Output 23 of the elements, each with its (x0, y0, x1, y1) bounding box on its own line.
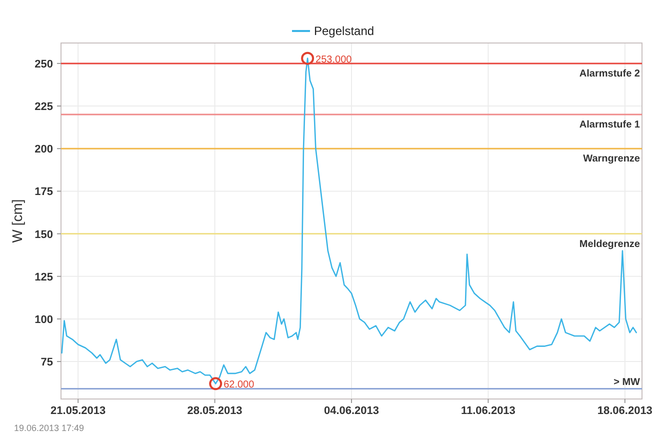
legend-label: Pegelstand (314, 24, 374, 38)
ref-line-label: Alarmstufe 2 (579, 68, 640, 80)
ref-line-label: Meldegrenze (579, 238, 640, 250)
y-tick-label: 250 (34, 58, 53, 70)
y-tick-label: 175 (34, 186, 53, 198)
y-tick-label: 125 (34, 271, 53, 284)
x-tick-label: 28.05.2013 (187, 405, 242, 417)
y-tick-label: 75 (40, 356, 53, 369)
text: 19.06.2013 17:49 (14, 423, 84, 433)
ref-line-label: > MW (614, 376, 641, 388)
x-tick-label: 21.05.2013 (50, 405, 106, 417)
x-tick-label: 04.06.2013 (324, 405, 380, 417)
x-tick-label: 11.06.2013 (460, 405, 516, 417)
y-tick-label: 150 (34, 228, 53, 241)
y-tick-label: 200 (34, 144, 53, 156)
annotation: 62.000 (224, 380, 255, 391)
y-axis-title: W [cm] (9, 199, 25, 243)
ref-line-label: Warngrenze (583, 154, 640, 165)
x-tick-label: 18.06.2013 (597, 405, 652, 417)
y-tick-label: 225 (34, 101, 53, 114)
ref-line-label: Alarmstufe 1 (579, 120, 640, 131)
y-tick-label: 100 (34, 314, 53, 326)
annotation: 253.000 (316, 54, 352, 66)
